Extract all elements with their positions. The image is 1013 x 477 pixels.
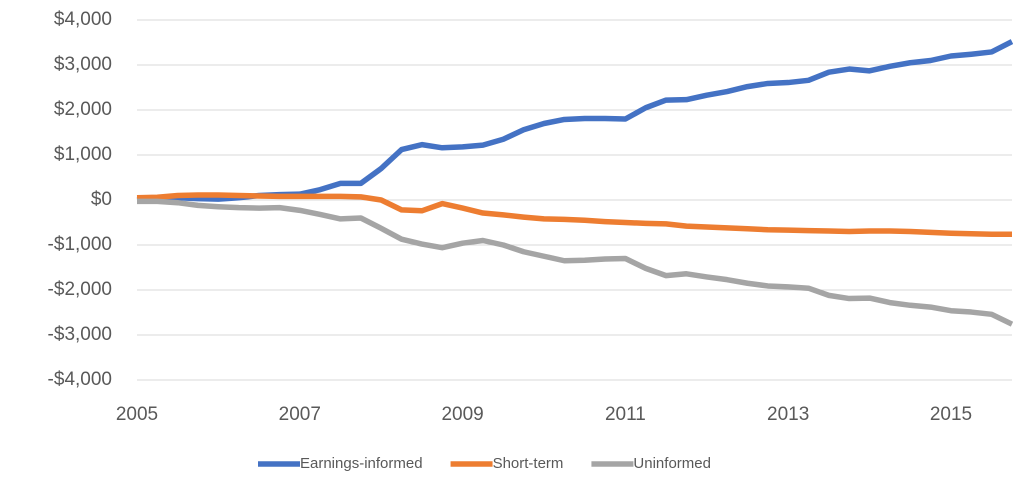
legend-label: Earnings-informed xyxy=(300,455,423,472)
x-tick-label: 2007 xyxy=(279,404,321,425)
y-tick-label: -$4,000 xyxy=(48,369,112,390)
x-tick-label: 2005 xyxy=(116,404,158,425)
y-tick-label: $1,000 xyxy=(54,144,112,165)
legend: Earnings-informed Short-term Uninformed xyxy=(258,455,711,472)
y-tick-label: $4,000 xyxy=(54,9,112,30)
series-line xyxy=(137,198,1013,327)
y-tick-label: -$3,000 xyxy=(48,324,112,345)
x-tick-label: 2009 xyxy=(441,404,483,425)
x-tick-label: 2011 xyxy=(605,404,646,425)
axis-labels: -$4,000 -$3,000 -$2,000 -$1,000 $0 $1,000 $2,0… xyxy=(48,9,973,425)
plot-area xyxy=(136,39,1013,327)
y-tick-label: $2,000 xyxy=(54,99,112,120)
legend-label: Uninformed xyxy=(633,455,711,472)
y-tick-label: $0 xyxy=(91,189,112,210)
x-tick-label: 2013 xyxy=(767,404,809,425)
series-line xyxy=(136,192,1012,237)
y-tick-label: -$1,000 xyxy=(48,234,112,255)
grid xyxy=(137,19,1012,381)
y-tick-label: -$2,000 xyxy=(48,279,112,300)
legend-label: Short-term xyxy=(493,455,564,472)
x-tick-label: 2015 xyxy=(930,404,972,425)
y-tick-label: $3,000 xyxy=(54,54,112,75)
